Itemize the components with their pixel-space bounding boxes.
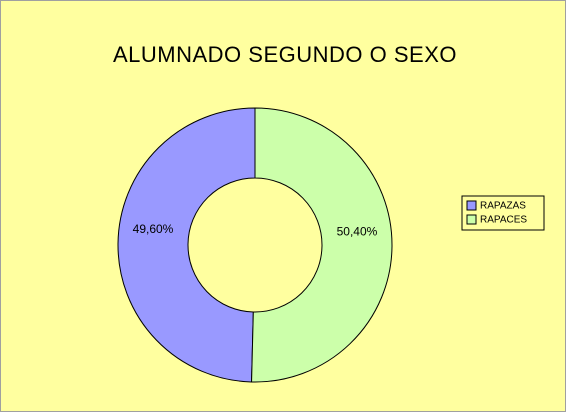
data-label: 49,60% <box>133 222 174 236</box>
legend-label: RAPAZAS <box>480 201 526 212</box>
legend-label: RAPACES <box>480 215 527 226</box>
donut-slice <box>117 107 256 383</box>
donut-slice <box>251 107 393 383</box>
chart-title: ALUMNADO SEGUNDO O SEXO <box>113 42 457 67</box>
legend-swatch <box>466 200 477 211</box>
data-label: 50,40% <box>337 224 378 238</box>
legend-swatch <box>466 214 477 225</box>
